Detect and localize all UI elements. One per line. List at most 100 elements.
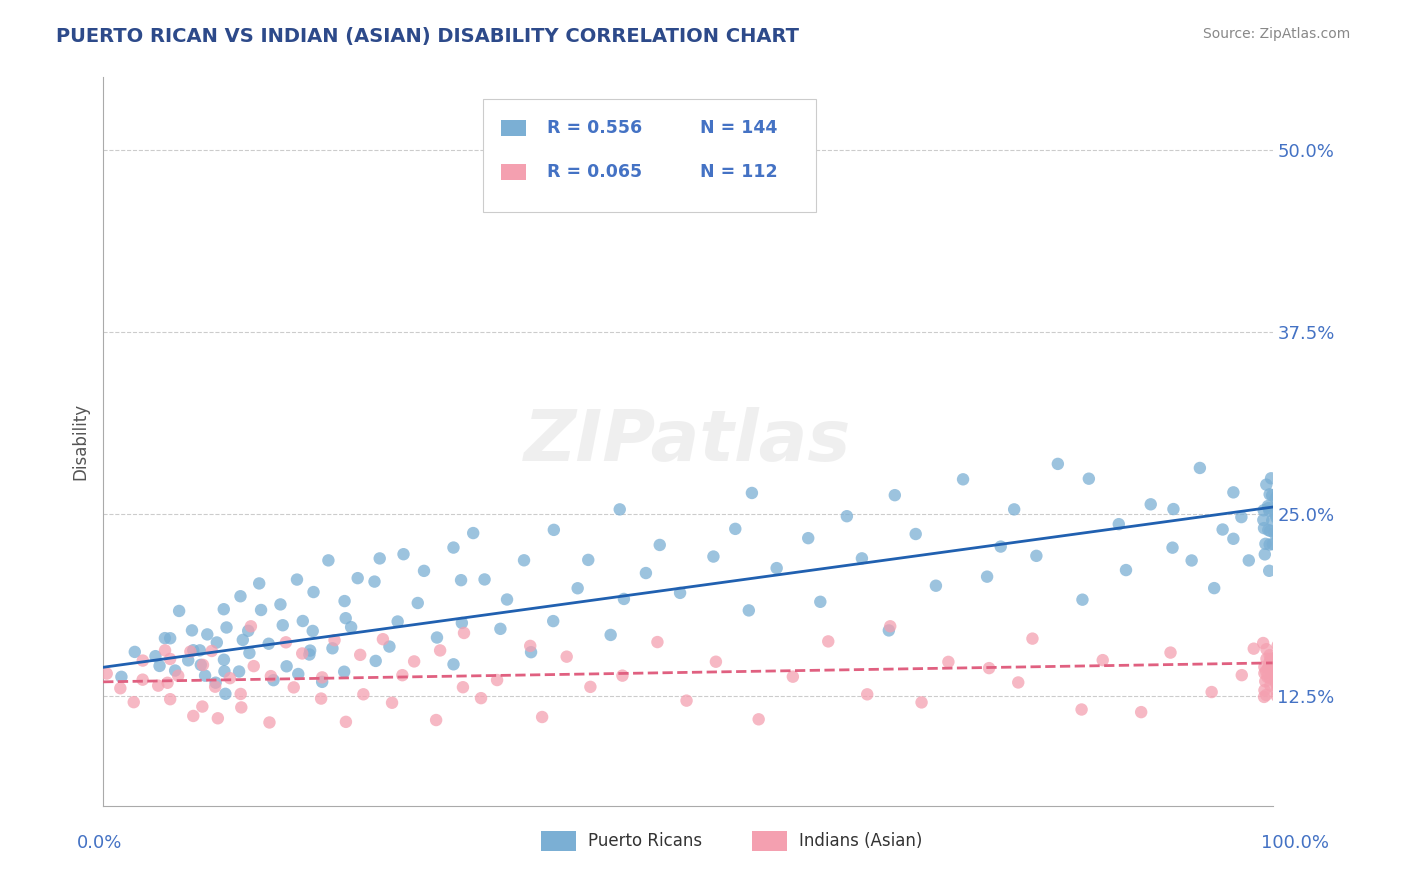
- Point: [1270, 541, 1292, 556]
- Point: [883, 488, 905, 502]
- Point: [363, 574, 385, 589]
- Point: [1253, 690, 1275, 704]
- Point: [634, 566, 657, 580]
- Point: [675, 693, 697, 707]
- Point: [1251, 636, 1274, 650]
- Point: [1230, 668, 1253, 682]
- Point: [159, 692, 181, 706]
- Bar: [752, 831, 787, 851]
- Point: [450, 615, 472, 630]
- Point: [214, 665, 236, 679]
- Point: [748, 712, 770, 726]
- Point: [952, 472, 974, 486]
- Point: [797, 531, 820, 545]
- Point: [259, 715, 281, 730]
- Point: [976, 569, 998, 583]
- Point: [1256, 688, 1278, 702]
- FancyBboxPatch shape: [501, 120, 526, 136]
- Point: [1257, 501, 1279, 516]
- Point: [496, 592, 519, 607]
- Point: [364, 654, 387, 668]
- Point: [1261, 652, 1284, 666]
- Point: [212, 602, 235, 616]
- Point: [1258, 504, 1281, 518]
- Point: [1091, 653, 1114, 667]
- Point: [194, 668, 217, 682]
- Point: [1160, 646, 1182, 660]
- Point: [229, 589, 252, 603]
- Point: [179, 645, 201, 659]
- Point: [1260, 471, 1282, 485]
- Point: [159, 632, 181, 646]
- Point: [1071, 592, 1094, 607]
- Point: [274, 635, 297, 649]
- Point: [309, 691, 332, 706]
- Point: [879, 619, 901, 633]
- FancyBboxPatch shape: [501, 164, 526, 180]
- Point: [250, 603, 273, 617]
- Point: [145, 649, 167, 664]
- Point: [232, 632, 254, 647]
- Point: [1258, 487, 1281, 501]
- Text: R = 0.065: R = 0.065: [547, 163, 643, 181]
- Point: [159, 652, 181, 666]
- Point: [531, 710, 554, 724]
- Point: [228, 665, 250, 679]
- Point: [1265, 510, 1288, 524]
- Point: [1260, 657, 1282, 672]
- Point: [1261, 662, 1284, 676]
- Point: [835, 509, 858, 524]
- Point: [263, 673, 285, 688]
- Point: [702, 549, 724, 564]
- Point: [1002, 502, 1025, 516]
- Point: [333, 594, 356, 608]
- Point: [1021, 632, 1043, 646]
- Point: [191, 657, 214, 672]
- Point: [453, 626, 475, 640]
- Point: [1267, 639, 1289, 653]
- Point: [1264, 508, 1286, 522]
- Point: [1256, 642, 1278, 657]
- Point: [204, 675, 226, 690]
- Point: [724, 522, 747, 536]
- Point: [990, 540, 1012, 554]
- Point: [242, 659, 264, 673]
- Point: [877, 624, 900, 638]
- Point: [302, 585, 325, 599]
- Point: [429, 643, 451, 657]
- Point: [291, 614, 314, 628]
- Point: [1161, 541, 1184, 555]
- Point: [1260, 679, 1282, 693]
- Point: [425, 713, 447, 727]
- Point: [188, 643, 211, 657]
- Point: [215, 620, 238, 634]
- Point: [1243, 641, 1265, 656]
- Point: [648, 538, 671, 552]
- Point: [1253, 660, 1275, 674]
- Point: [738, 603, 761, 617]
- Text: Indians (Asian): Indians (Asian): [799, 832, 922, 850]
- Point: [1261, 537, 1284, 551]
- Point: [1007, 675, 1029, 690]
- Point: [346, 571, 368, 585]
- Point: [513, 553, 536, 567]
- Point: [1265, 683, 1288, 698]
- Point: [1108, 517, 1130, 532]
- Point: [1265, 676, 1288, 690]
- Text: R = 0.556: R = 0.556: [547, 120, 643, 137]
- Point: [1204, 581, 1226, 595]
- Point: [1260, 652, 1282, 666]
- Text: Source: ZipAtlas.com: Source: ZipAtlas.com: [1202, 27, 1350, 41]
- Point: [271, 618, 294, 632]
- Point: [181, 643, 204, 657]
- Point: [1268, 557, 1291, 571]
- Point: [576, 553, 599, 567]
- Point: [1256, 670, 1278, 684]
- Point: [352, 687, 374, 701]
- Text: 100.0%: 100.0%: [1261, 834, 1329, 852]
- Point: [808, 595, 831, 609]
- Point: [368, 551, 391, 566]
- Point: [318, 553, 340, 567]
- Point: [381, 696, 404, 710]
- Point: [238, 646, 260, 660]
